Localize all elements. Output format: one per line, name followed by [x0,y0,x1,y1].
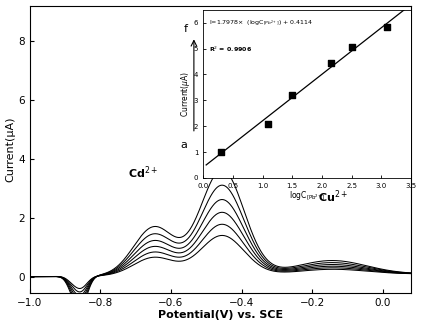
Y-axis label: Current(μA): Current(μA) [5,116,16,182]
Text: Cu$^{2+}$: Cu$^{2+}$ [318,188,349,205]
X-axis label: Potential(V) vs. SCE: Potential(V) vs. SCE [158,310,283,320]
Text: f: f [184,23,187,34]
Text: Pb$^{2+}$: Pb$^{2+}$ [211,11,244,28]
Text: Cd$^{2+}$: Cd$^{2+}$ [127,165,158,181]
Text: a: a [181,140,187,150]
